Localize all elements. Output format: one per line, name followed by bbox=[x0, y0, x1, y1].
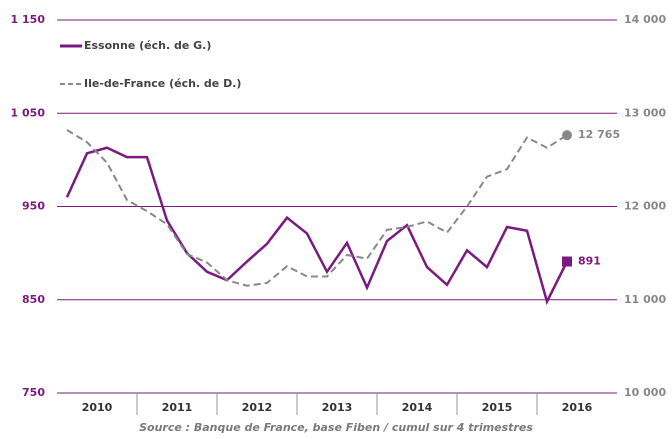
legend-label: Essonne (éch. de G.) bbox=[84, 39, 211, 52]
x-tick-label: 2011 bbox=[162, 401, 193, 414]
x-tick-label: 2015 bbox=[482, 401, 513, 414]
y-tick-label: 1 150 bbox=[11, 13, 46, 26]
y2-tick-label: 11 000 bbox=[624, 293, 666, 306]
value-label: 12 765 bbox=[578, 128, 620, 141]
x-tick-label: 2010 bbox=[82, 401, 113, 414]
y2-tick-label: 14 000 bbox=[624, 13, 666, 26]
end-marker bbox=[562, 130, 572, 141]
x-tick-label: 2012 bbox=[242, 401, 273, 414]
series-line bbox=[66, 129, 568, 287]
y-tick-label: 850 bbox=[22, 293, 45, 306]
end-marker bbox=[562, 256, 572, 267]
y2-tick-label: 10 000 bbox=[624, 386, 666, 399]
y2-tick-label: 13 000 bbox=[624, 106, 666, 119]
series-line bbox=[65, 146, 569, 306]
y-tick-label: 950 bbox=[22, 200, 45, 213]
source-note: Source : Banque de France, base Fiben / … bbox=[139, 421, 533, 434]
y-tick-label: 1 050 bbox=[11, 106, 46, 119]
y2-tick-label: 12 000 bbox=[624, 200, 666, 213]
x-tick-label: 2013 bbox=[322, 401, 353, 414]
value-label: 891 bbox=[578, 255, 601, 268]
x-tick-label: 2014 bbox=[402, 401, 433, 414]
x-tick-label: 2016 bbox=[562, 401, 593, 414]
y-tick-label: 750 bbox=[22, 386, 45, 399]
legend-label: Ile-de-France (éch. de D.) bbox=[84, 77, 241, 90]
